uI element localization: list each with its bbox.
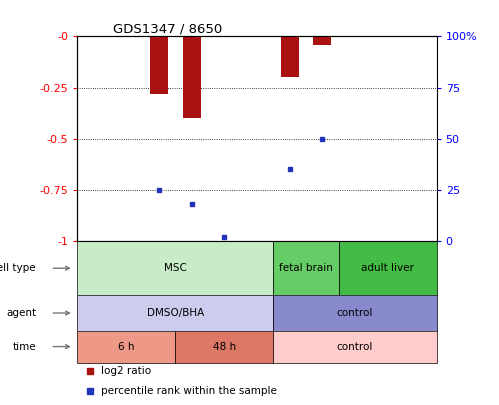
- Text: cell type: cell type: [0, 263, 36, 273]
- Text: adult liver: adult liver: [361, 263, 414, 273]
- Text: time: time: [12, 341, 36, 352]
- Bar: [280, 36, 298, 77]
- Bar: [77, 295, 273, 330]
- Bar: [175, 330, 273, 362]
- Text: percentile rank within the sample: percentile rank within the sample: [101, 386, 276, 396]
- Text: 48 h: 48 h: [213, 341, 236, 352]
- Text: 6 h: 6 h: [118, 341, 135, 352]
- Bar: [313, 36, 331, 45]
- Bar: [273, 295, 437, 330]
- Bar: [183, 36, 201, 118]
- Text: control: control: [337, 341, 373, 352]
- Bar: [77, 241, 273, 295]
- Text: fetal brain: fetal brain: [279, 263, 333, 273]
- Bar: [339, 241, 437, 295]
- Text: MSC: MSC: [164, 263, 187, 273]
- Text: log2 ratio: log2 ratio: [101, 366, 151, 376]
- Text: DMSO/BHA: DMSO/BHA: [147, 308, 204, 318]
- Text: control: control: [337, 308, 373, 318]
- Bar: [273, 330, 437, 362]
- Bar: [150, 36, 168, 94]
- Text: agent: agent: [6, 308, 36, 318]
- Bar: [273, 241, 339, 295]
- Text: GDS1347 / 8650: GDS1347 / 8650: [113, 22, 223, 35]
- Bar: [77, 330, 175, 362]
